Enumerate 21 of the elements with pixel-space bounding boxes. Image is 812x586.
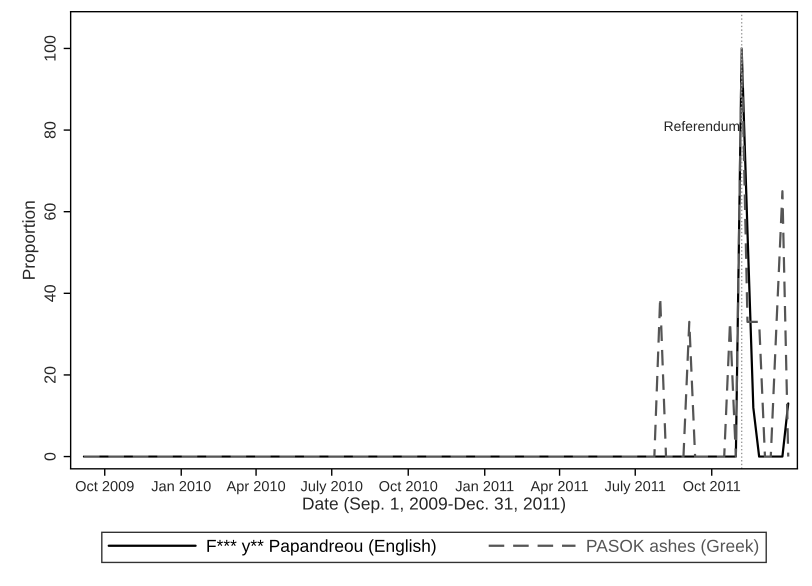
x-tick-label: Oct 2010	[379, 480, 438, 492]
y-tick-label: 80	[44, 122, 56, 138]
text: F*** y** Papandreou (English)	[207, 539, 436, 556]
y-axis-title: Proportion	[22, 201, 38, 279]
line-series	[82, 47, 790, 458]
x-tick-label: Apr 2010	[226, 480, 286, 494]
y-tick-label: 60	[44, 203, 56, 220]
x-tick-label: Apr 2011	[530, 480, 588, 494]
text: PASOK ashes (Greek)	[587, 539, 758, 556]
x-tick-label: Jan 2010	[151, 480, 211, 492]
y-tick-label: 100	[44, 36, 56, 61]
x-tick-label: Jan 2011	[456, 480, 514, 492]
x-tick-label: Oct 2011	[683, 480, 740, 492]
y-tick-label: 0	[44, 452, 56, 460]
x-axis-title: Date (Sep. 1, 2009-Dec. 31, 2011)	[303, 496, 566, 514]
y-tick-label: 40	[44, 285, 56, 302]
y-tick-label: 20	[44, 366, 56, 384]
ref-line-label: Referendum	[664, 120, 740, 132]
x-tick-label: July 2010	[300, 480, 362, 494]
x-tick-label: Oct 2009	[76, 480, 134, 492]
x-tick-label: July 2011	[604, 480, 666, 494]
